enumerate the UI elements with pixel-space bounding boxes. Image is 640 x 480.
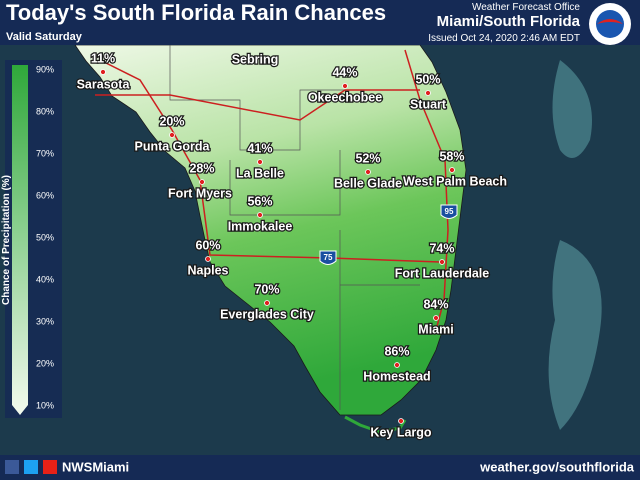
- city-dot: [439, 259, 445, 265]
- city-chance: 74%: [429, 241, 454, 255]
- interstate-shield: [440, 204, 458, 219]
- legend-label: 10%: [36, 400, 54, 410]
- city-chance: 41%: [247, 141, 272, 155]
- city-dot: [342, 83, 348, 89]
- city-chance: 11%: [91, 51, 115, 65]
- city-dot: [257, 159, 263, 165]
- city-chance: 28%: [189, 161, 214, 175]
- city-dot: [169, 132, 175, 138]
- interstate-shield: [319, 250, 337, 265]
- city-name: Fort Myers: [168, 186, 232, 200]
- city-name: Fort Lauderdale: [395, 266, 490, 280]
- city-name: Okeechobee: [308, 90, 382, 104]
- city-dot: [433, 315, 439, 321]
- city-chance: 58%: [439, 149, 464, 163]
- header-bar: [0, 0, 640, 45]
- office-line1: Weather Forecast Office: [472, 2, 580, 13]
- legend-title: Chance of Precipitation (%): [1, 175, 12, 305]
- social-handle: NWSMiami: [62, 459, 129, 474]
- city-dot: [394, 362, 400, 368]
- city-name: Homestead: [363, 369, 430, 383]
- city-chance: 50%: [415, 72, 440, 86]
- keys: [344, 415, 407, 434]
- legend-label: 30%: [36, 316, 54, 326]
- county-lines: [169, 45, 420, 410]
- city-name: Everglades City: [220, 307, 314, 321]
- city-dot: [100, 69, 106, 75]
- twitter-icon: [24, 460, 38, 474]
- city-chance: 56%: [247, 194, 272, 208]
- nws-logo-bird: [597, 19, 623, 24]
- city-chance: 70%: [254, 282, 279, 296]
- city-dot: [257, 212, 263, 218]
- city-name: Immokalee: [228, 219, 293, 233]
- legend-label: 20%: [36, 358, 54, 368]
- city-chance: 20%: [159, 114, 184, 128]
- city-dot: [264, 300, 270, 306]
- city-dot: [205, 256, 211, 262]
- legend-bar: [12, 65, 28, 415]
- legend-label: 40%: [36, 274, 54, 284]
- city-chance: 84%: [423, 297, 448, 311]
- office-line2: Miami/South Florida: [437, 13, 581, 30]
- bahamas-bank: [548, 240, 602, 430]
- city-name: Naples: [188, 263, 229, 277]
- city-chance: 44%: [332, 65, 357, 79]
- footer-bar: [0, 455, 640, 480]
- facebook-icon: [5, 460, 19, 474]
- nws-logo-inner: [596, 10, 624, 38]
- city-name: Sarasota: [77, 77, 131, 91]
- interstate-number: 95: [445, 207, 454, 216]
- city-name: Stuart: [410, 97, 447, 111]
- city-name: Sebring: [232, 52, 279, 66]
- city-name: Miami: [418, 322, 453, 336]
- city-name: West Palm Beach: [403, 174, 507, 188]
- issued: Issued Oct 24, 2020 2:46 AM EDT: [428, 33, 580, 44]
- youtube-icon: [43, 460, 57, 474]
- city-chance: 52%: [355, 151, 380, 165]
- city-dot: [199, 179, 205, 185]
- city-name: La Belle: [236, 166, 284, 180]
- interstate-number: 75: [324, 253, 333, 262]
- city-dot: [398, 418, 404, 424]
- legend-label: 90%: [36, 64, 54, 74]
- legend-label: 60%: [36, 190, 54, 200]
- city-chance: 86%: [384, 344, 409, 358]
- legend-label: 80%: [36, 106, 54, 116]
- website: weather.gov/southflorida: [479, 459, 635, 474]
- city-name: Punta Gorda: [134, 139, 210, 153]
- valid-day: Valid Saturday: [6, 31, 83, 43]
- legend-label: 70%: [36, 148, 54, 158]
- bahamas-bank: [552, 60, 592, 158]
- city-dot: [425, 90, 431, 96]
- legend-label: 50%: [36, 232, 54, 242]
- city-dot: [365, 169, 371, 175]
- title: Today's South Florida Rain Chances: [6, 0, 386, 25]
- city-chance: 60%: [195, 238, 220, 252]
- city-name: Key Largo: [370, 425, 431, 439]
- city-dot: [449, 167, 455, 173]
- city-name: Belle Glade: [334, 176, 402, 190]
